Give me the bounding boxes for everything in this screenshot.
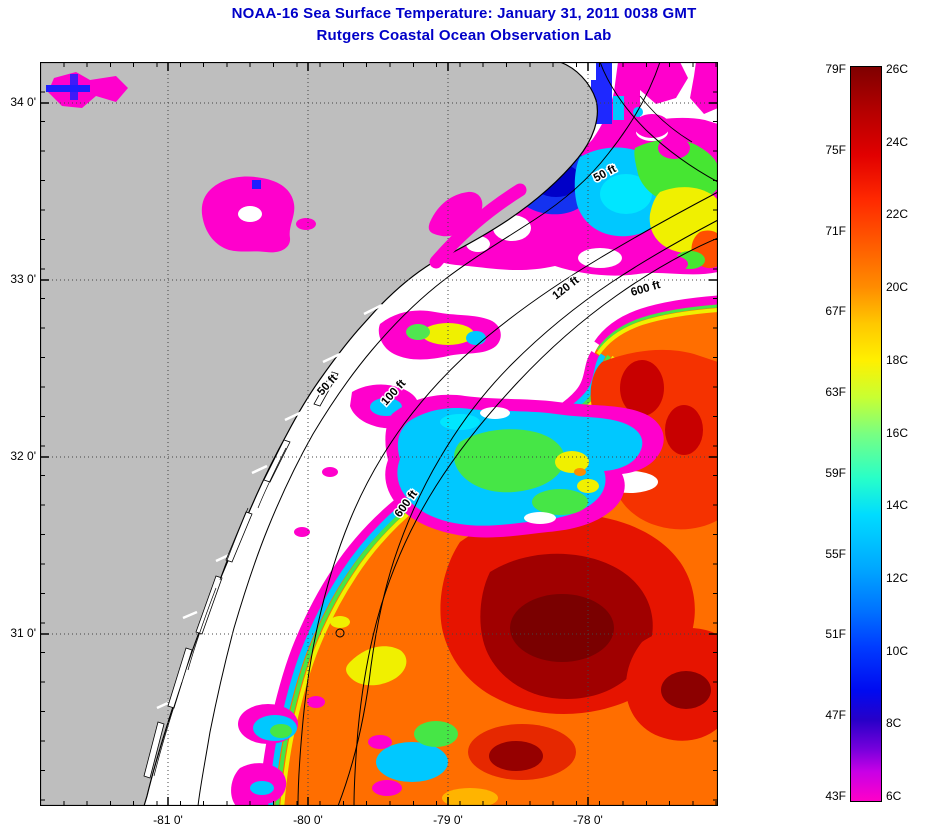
land-mass: [39, 61, 719, 807]
y-tick-label: 31 0': [10, 626, 36, 640]
colorbar-f-label: 51F: [825, 627, 846, 641]
y-tick-label: 32 0': [10, 449, 36, 463]
colorbar-f-label: 67F: [825, 304, 846, 318]
contour-120ft: [337, 219, 719, 807]
colorbar-c-label: 10C: [886, 644, 909, 658]
nc-coastline: [599, 61, 719, 183]
colorbar-f-label: 63F: [825, 385, 846, 399]
contour-50ft: [197, 61, 661, 807]
colorbar-c-label: 6C: [886, 789, 902, 803]
contour-600ft: [353, 237, 719, 807]
colorbar-c-label: 18C: [886, 353, 909, 367]
colorbar-c-label: 8C: [886, 716, 902, 730]
coastline: [39, 61, 598, 807]
topright-cloud-patches: [591, 62, 718, 159]
depth-contours: [197, 61, 719, 807]
page-title: NOAA-16 Sea Surface Temperature: January…: [231, 5, 697, 22]
contour-100ft: [297, 191, 719, 807]
colorbar-f-label: 43F: [825, 789, 846, 803]
longbay-patch: [442, 62, 718, 276]
colorbar-f-label: 47F: [825, 708, 846, 722]
sst-map-svg: 50 ft 120 ft 600 ft 50 ft 100 ft 600 ft: [39, 61, 719, 810]
colorbar-c-label: 24C: [886, 135, 909, 149]
x-tick-label: -81 0': [153, 813, 183, 827]
colorbar-c-label: 14C: [886, 498, 909, 512]
page-subtitle: Rutgers Coastal Ocean Observation Lab: [316, 27, 612, 44]
midshelf-cool-band: [350, 310, 664, 538]
colorbar-c-label: 12C: [886, 571, 909, 585]
station-marker: [335, 628, 345, 638]
barrier-islands: [143, 371, 339, 779]
colorbar-c-label: 16C: [886, 426, 909, 440]
x-tick-label: -79 0': [433, 813, 463, 827]
colorbar-f-label: 75F: [825, 143, 846, 157]
graticule: [40, 62, 718, 806]
x-tick-label: -78 0': [573, 813, 603, 827]
y-tick-label: 34 0': [10, 95, 36, 109]
y-tick-label: 33 0': [10, 272, 36, 286]
map-plot: 50 ft 120 ft 600 ft 50 ft 100 ft 600 ft: [39, 61, 719, 810]
x-tick-label: -80 0': [293, 813, 323, 827]
colorbar-c-label: 26C: [886, 62, 909, 76]
colorbar-c-label: 22C: [886, 207, 909, 221]
colorbar-f-label: 79F: [825, 62, 846, 76]
bottomleft-cool-patches: [231, 696, 325, 806]
colorbar-c-label: 20C: [886, 280, 909, 294]
marsh-texture: [153, 447, 287, 777]
colorbar-f-label: 59F: [825, 466, 846, 480]
colorbar: [850, 66, 882, 802]
colorbar-f-label: 71F: [825, 224, 846, 238]
colorbar-f-label: 55F: [825, 547, 846, 561]
